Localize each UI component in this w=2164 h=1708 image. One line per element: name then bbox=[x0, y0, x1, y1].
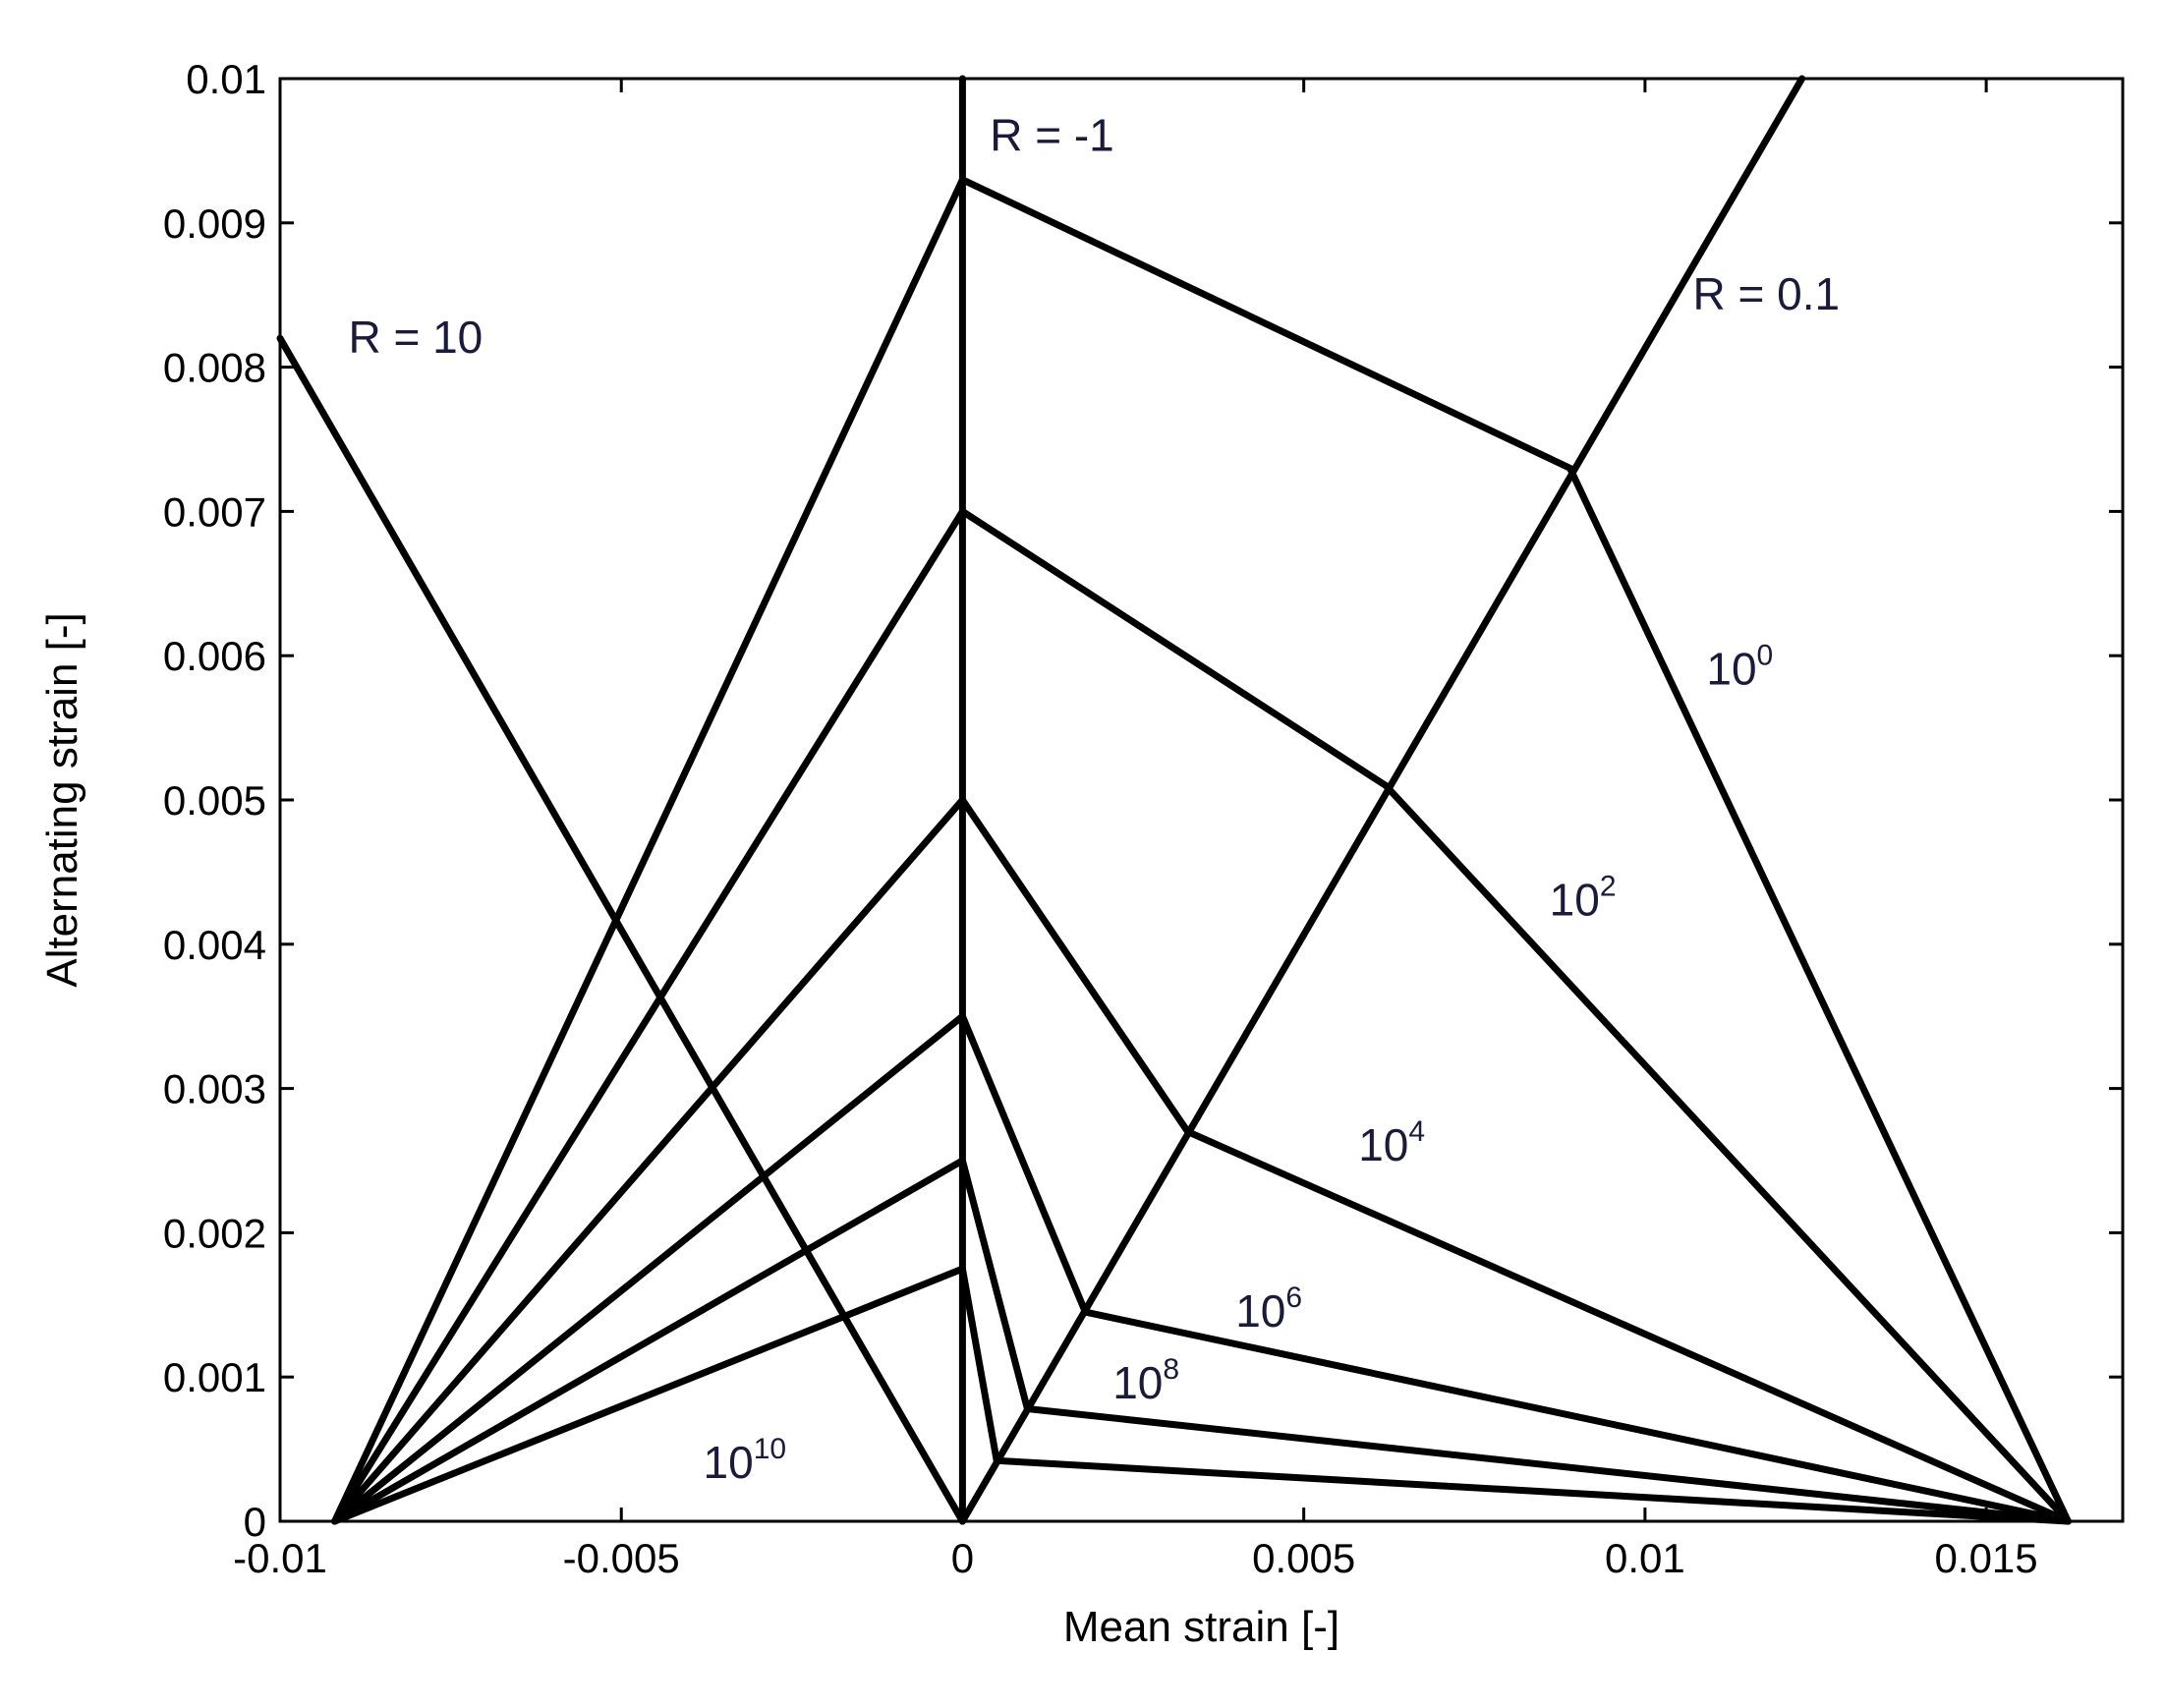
y-tick-label: 0.002 bbox=[163, 1210, 266, 1256]
annotation-r01: R = 0.1 bbox=[1693, 268, 1841, 319]
annotation-text: R = -1 bbox=[990, 109, 1114, 160]
annotation-n8: 108 bbox=[1112, 1353, 1179, 1408]
y-tick-label: 0 bbox=[244, 1499, 266, 1545]
annotation-superscript: 6 bbox=[1285, 1281, 1302, 1314]
annotation-n0: 100 bbox=[1706, 640, 1773, 695]
x-tick-label: 0 bbox=[951, 1535, 974, 1581]
annotation-n4: 104 bbox=[1358, 1115, 1425, 1170]
annotation-superscript: 0 bbox=[1757, 640, 1774, 672]
annotation-text: R = 10 bbox=[348, 312, 483, 363]
series-line-n-1e4 bbox=[331, 794, 2072, 1525]
series-line-n-1e8 bbox=[331, 1155, 2072, 1525]
series-line-r-0-1 bbox=[958, 75, 1806, 1525]
annotation-n2: 102 bbox=[1550, 870, 1617, 925]
annotation-n10: 1010 bbox=[704, 1433, 787, 1488]
series-line-r-10 bbox=[276, 334, 966, 1525]
y-tick-label: 0.006 bbox=[163, 633, 266, 679]
y-tick-label: 0.001 bbox=[163, 1354, 266, 1400]
series-line-n-1e0 bbox=[331, 175, 2072, 1525]
annotation-superscript: 10 bbox=[754, 1433, 786, 1465]
tick-layer: -0.01 -0.005 0 0.005 0.01 0.015 0 0.001 0.002 0.0… bbox=[163, 56, 2123, 1581]
y-tick-label: 0.005 bbox=[163, 777, 266, 824]
series-line-n-1e2 bbox=[331, 506, 2072, 1525]
x-tick-label: -0.01 bbox=[233, 1535, 327, 1581]
y-tick-label: 0.01 bbox=[186, 56, 266, 102]
x-axis-title: Mean strain [-] bbox=[1063, 1603, 1339, 1651]
series-layer bbox=[276, 75, 2072, 1525]
annotation-superscript: 4 bbox=[1408, 1115, 1425, 1148]
annotation-text: 10 bbox=[1235, 1285, 1285, 1337]
y-tick-label: 0.004 bbox=[163, 922, 266, 968]
series-line-n-1e10 bbox=[331, 1264, 2072, 1525]
annotation-text: 10 bbox=[1550, 874, 1600, 925]
x-tick-label: 0.005 bbox=[1252, 1535, 1355, 1581]
annotation-rm1: R = -1 bbox=[990, 109, 1114, 160]
x-tick-label: 0.015 bbox=[1935, 1535, 2038, 1581]
annotation-text: 10 bbox=[704, 1437, 754, 1488]
annotation-text: 10 bbox=[1706, 644, 1756, 695]
series-line-n-1e6 bbox=[331, 1010, 2072, 1525]
annotation-superscript: 2 bbox=[1600, 870, 1617, 902]
y-tick-label: 0.007 bbox=[163, 488, 266, 535]
y-tick-label: 0.009 bbox=[163, 200, 266, 247]
x-tick-label: -0.005 bbox=[563, 1535, 680, 1581]
annotation-text: R = 0.1 bbox=[1693, 268, 1841, 319]
x-tick-label: 0.01 bbox=[1605, 1535, 1685, 1581]
annotation-text: 10 bbox=[1112, 1357, 1163, 1408]
annotation-superscript: 8 bbox=[1163, 1353, 1179, 1386]
y-axis-title: Alternating strain [-] bbox=[38, 612, 86, 988]
annotation-text: 10 bbox=[1358, 1119, 1408, 1170]
annotation-n6: 106 bbox=[1235, 1281, 1302, 1337]
y-tick-label: 0.003 bbox=[163, 1066, 266, 1112]
y-tick-label: 0.008 bbox=[163, 345, 266, 391]
annotation-r10: R = 10 bbox=[348, 312, 483, 363]
